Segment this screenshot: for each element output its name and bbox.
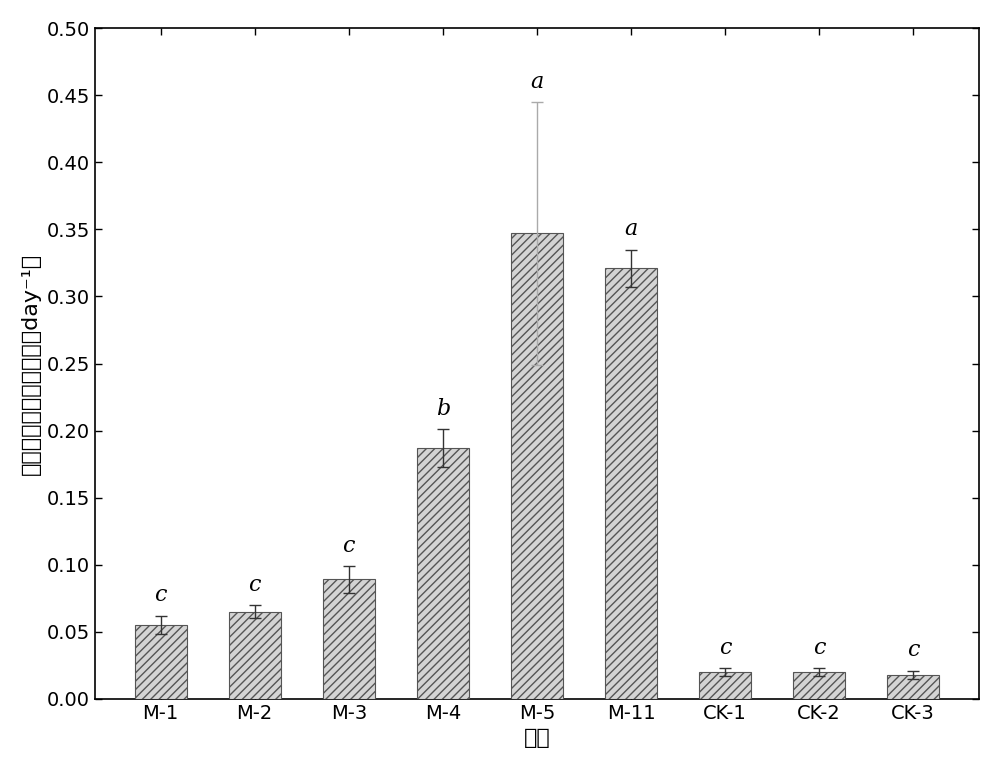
Y-axis label: 四氯乙烯脱氯速率常数（day⁻¹）: 四氯乙烯脱氯速率常数（day⁻¹）	[21, 252, 41, 474]
Text: c: c	[907, 639, 919, 661]
Text: c: c	[343, 534, 355, 557]
Text: c: c	[154, 584, 167, 606]
Text: a: a	[530, 71, 544, 93]
X-axis label: 组别: 组别	[524, 728, 550, 748]
Text: a: a	[624, 218, 638, 240]
Bar	[793, 672, 845, 699]
Bar	[699, 672, 751, 699]
Text: c: c	[719, 637, 731, 658]
Bar	[511, 234, 563, 699]
Text: b: b	[436, 398, 450, 420]
Bar	[887, 674, 939, 699]
Text: c: c	[248, 574, 261, 595]
Bar	[135, 625, 187, 699]
Bar	[323, 579, 375, 699]
Text: c: c	[813, 637, 825, 658]
Bar	[229, 611, 281, 699]
Bar	[605, 268, 657, 699]
Bar	[417, 448, 469, 699]
